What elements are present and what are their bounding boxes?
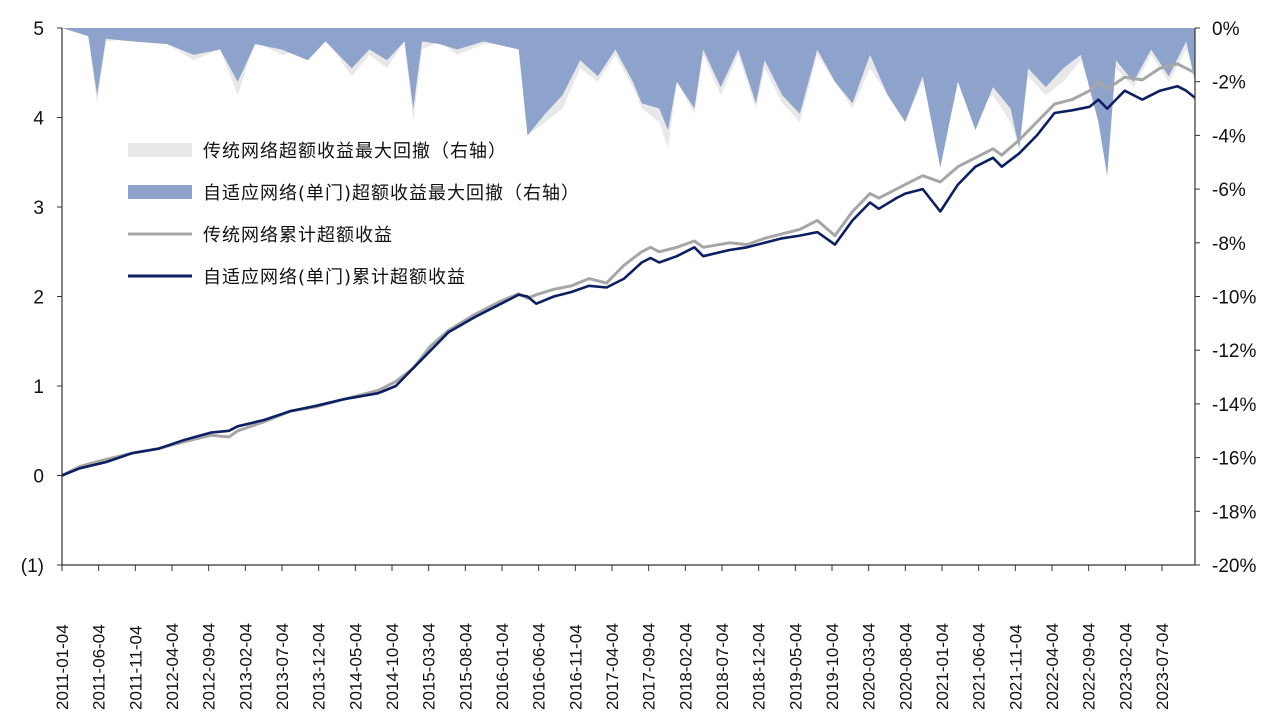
x-tick-label: 2021-01-04: [933, 623, 952, 710]
left-tick-label: 5: [33, 19, 44, 40]
legend-label: 传统网络累计超额收益: [203, 225, 393, 246]
legend-label: 传统网络超额收益最大回撤（右轴）: [203, 141, 507, 162]
x-tick-label: 2023-07-04: [1153, 623, 1172, 710]
x-tick-label: 2013-12-04: [310, 623, 329, 710]
x-tick-label: 2018-02-04: [676, 623, 695, 710]
legend-label: 自适应网络(单门)累计超额收益: [203, 267, 466, 288]
right-tick-label: 0%: [1212, 19, 1240, 40]
left-tick-label: 3: [33, 198, 44, 219]
right-tick-label: -10%: [1212, 288, 1256, 309]
x-tick-label: 2021-11-04: [1006, 624, 1025, 710]
left-tick-label: (1): [21, 556, 44, 577]
axes: [61, 28, 1196, 566]
x-tick-label: 2014-05-04: [346, 623, 365, 710]
right-tick-label: -6%: [1212, 180, 1246, 201]
x-tick-label: 2012-09-04: [200, 623, 219, 710]
x-tick-label: 2023-02-04: [1116, 623, 1135, 710]
x-tick-label: 2012-04-04: [163, 623, 182, 710]
x-tick-label: 2021-06-04: [970, 623, 989, 710]
x-tick-label: 2019-05-04: [786, 623, 805, 710]
drawdown-area-1: [62, 28, 1195, 176]
x-tick-label: 2018-12-04: [750, 623, 769, 710]
right-y-ticks: 0% -2% -4% -6% -8% -10% -12% -14% -16% -18% -20%: [1195, 19, 1256, 577]
x-tick-label: 2011-11-04: [126, 626, 145, 710]
right-tick-label: -4%: [1212, 126, 1246, 147]
x-tick-label: 2014-10-04: [383, 623, 402, 710]
legend: 传统网络超额收益最大回撤（右轴） 自适应网络(单门)超额收益最大回撤（右轴） 传统网…: [128, 141, 580, 288]
x-tick-label: 2019-10-04: [823, 623, 842, 710]
right-tick-label: -14%: [1212, 395, 1256, 416]
right-tick-label: -16%: [1212, 449, 1256, 470]
cumulative-line-1: [61, 84, 1196, 477]
left-tick-label: 0: [33, 467, 44, 488]
x-tick-label: 2015-03-04: [420, 623, 439, 710]
x-tick-label: 2020-08-04: [896, 623, 915, 710]
left-tick-label: 4: [33, 109, 44, 130]
x-tick-label: 2016-06-04: [530, 623, 549, 710]
x-tick-label: 2020-03-04: [860, 623, 879, 710]
x-ticks: 2011-01-04 2011-06-04 2011-11-04 2012-04-04…: [53, 565, 1172, 710]
legend-label: 自适应网络(单门)超额收益最大回撤（右轴）: [203, 183, 580, 204]
right-tick-label: -8%: [1212, 234, 1246, 255]
right-tick-label: -18%: [1212, 502, 1256, 523]
x-tick-label: 2013-02-04: [236, 623, 255, 710]
cumulative-lines: [61, 62, 1196, 477]
x-tick-label: 2018-07-04: [713, 623, 732, 710]
x-tick-label: 2017-04-04: [603, 623, 622, 710]
left-y-ticks: (1) 0 1 2 3 4 5: [21, 19, 62, 577]
right-tick-label: -20%: [1212, 556, 1256, 577]
legend-swatch-area: [128, 185, 192, 199]
x-tick-label: 2017-09-04: [640, 623, 659, 710]
x-tick-label: 2015-08-04: [456, 623, 475, 710]
x-tick-label: 2022-04-04: [1043, 623, 1062, 710]
x-tick-label: 2016-01-04: [493, 623, 512, 710]
x-tick-label: 2022-09-04: [1080, 623, 1099, 710]
x-tick-label: 2013-07-04: [273, 623, 292, 710]
left-tick-label: 2: [33, 288, 44, 309]
left-tick-label: 1: [33, 377, 44, 398]
drawdown-areas: [62, 28, 1195, 176]
legend-swatch-area: [128, 143, 192, 157]
right-tick-label: -12%: [1212, 341, 1256, 362]
x-tick-label: 2016-11-04: [566, 624, 585, 710]
x-tick-label: 2011-01-04: [53, 624, 72, 710]
x-tick-label: 2011-06-04: [90, 624, 109, 710]
right-tick-label: -2%: [1212, 73, 1246, 94]
